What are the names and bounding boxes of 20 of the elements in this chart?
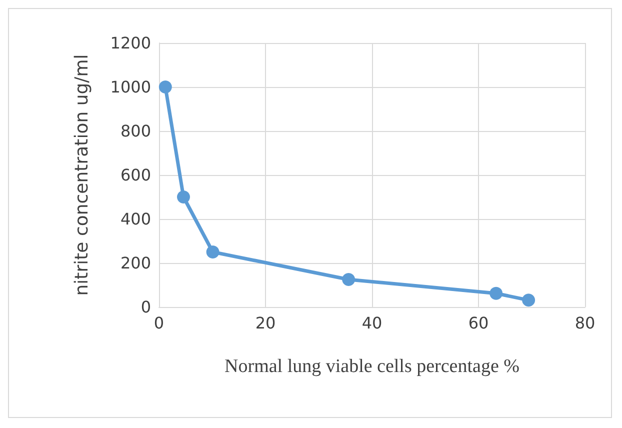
y-tick-label: 400 bbox=[120, 210, 151, 228]
point bbox=[206, 246, 220, 258]
y-tick-label: 600 bbox=[120, 166, 151, 184]
point bbox=[490, 286, 503, 300]
y-tick-label: 1200 bbox=[110, 34, 151, 52]
y-tick-label: 0 bbox=[140, 298, 151, 316]
x-tick-label: 40 bbox=[362, 314, 382, 332]
x-axis-title: Normal lung viable cells percentage % bbox=[224, 356, 520, 377]
y-tick-label: 1000 bbox=[110, 78, 151, 96]
point bbox=[342, 273, 356, 286]
x-tick-label: 0 bbox=[154, 314, 164, 332]
point bbox=[522, 294, 536, 307]
x-tick-label: 20 bbox=[255, 314, 276, 332]
y-tick-label: 800 bbox=[120, 122, 151, 140]
x-tick-label: 60 bbox=[468, 314, 489, 332]
y-axis-title: nitrite concentration ug/ml bbox=[72, 54, 92, 296]
y-tick-label: 200 bbox=[120, 254, 151, 272]
point bbox=[158, 80, 172, 94]
x-tick-label: 80 bbox=[574, 314, 596, 332]
point bbox=[177, 190, 190, 204]
